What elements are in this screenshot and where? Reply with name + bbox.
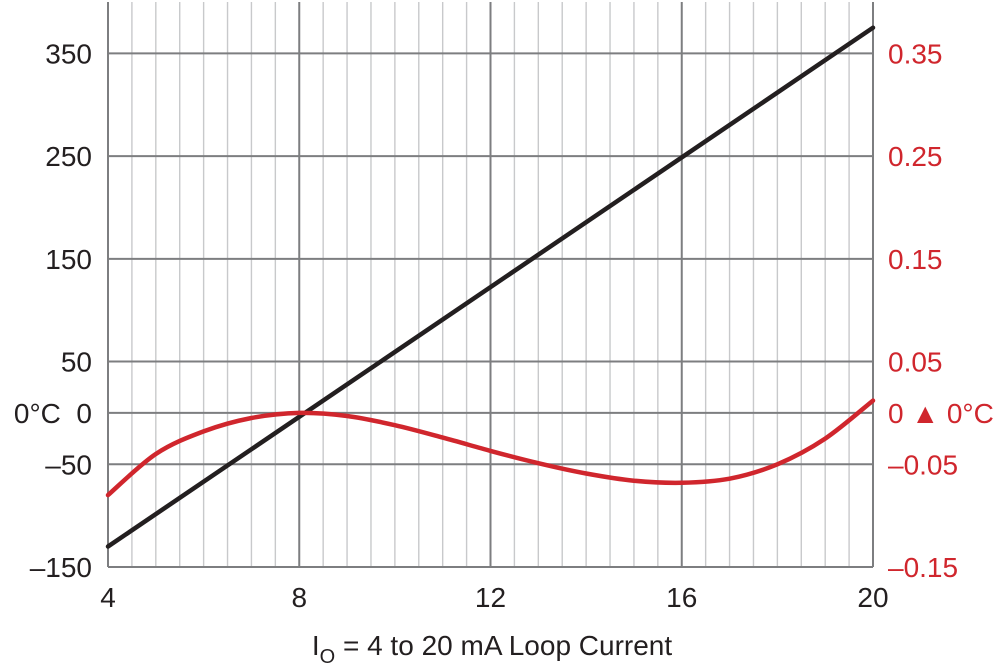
right-tick-label: –0.05 — [888, 449, 958, 480]
x-tick-label: 4 — [100, 582, 116, 613]
x-tick-label: 20 — [857, 582, 888, 613]
right-axis-ticks: 0.35 0.25 0.15 0.05 0 ▲ 0°C –0.05 –0.15 — [888, 38, 994, 583]
x-axis-label: IO = 4 to 20 mA Loop Current — [312, 630, 673, 666]
x-tick-label: 12 — [475, 582, 506, 613]
left-tick-label: 150 — [45, 244, 92, 275]
left-axis-ticks: 350 250 150 50 0°C 0 –50 –150 — [14, 38, 92, 583]
left-tick-label: 50 — [61, 347, 92, 378]
left-tick-label: 0°C 0 — [14, 398, 92, 429]
x-axis-ticks: 4 8 12 16 20 — [100, 582, 888, 613]
left-tick-label: –150 — [30, 552, 92, 583]
right-tick-label: 0.25 — [888, 141, 943, 172]
left-tick-label: 350 — [45, 38, 92, 69]
right-tick-label: 0.15 — [888, 244, 943, 275]
x-tick-label: 8 — [291, 582, 307, 613]
series-layer — [105, 25, 876, 549]
left-tick-label: 250 — [45, 141, 92, 172]
left-tick-label: –50 — [45, 449, 92, 480]
right-tick-label: 0.05 — [888, 347, 943, 378]
right-tick-label: –0.15 — [888, 552, 958, 583]
series-line-temperature — [105, 25, 876, 549]
right-tick-label: 0 ▲ 0°C — [888, 398, 994, 429]
x-tick-label: 16 — [666, 582, 697, 613]
major-grid — [107, 2, 874, 568]
right-tick-label: 0.35 — [888, 38, 943, 69]
series-line-error — [105, 398, 876, 498]
